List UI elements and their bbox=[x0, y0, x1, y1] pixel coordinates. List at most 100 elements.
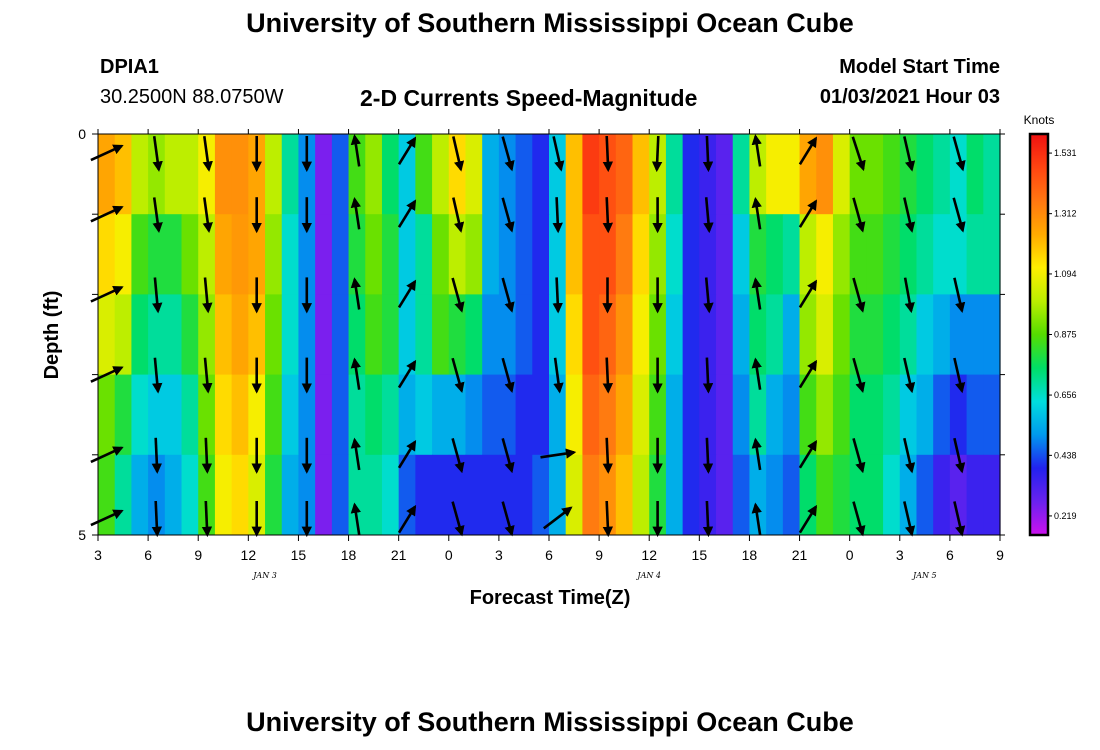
heatmap-cell bbox=[381, 294, 400, 375]
heatmap-cell bbox=[482, 294, 500, 375]
heatmap-cell bbox=[682, 454, 700, 536]
current-vector-arrow bbox=[451, 357, 465, 394]
heatmap-cell bbox=[114, 134, 132, 215]
heatmap-cell bbox=[933, 214, 951, 295]
heatmap-cell bbox=[432, 134, 450, 215]
heatmap-cell bbox=[549, 374, 567, 456]
current-vector-arrow bbox=[90, 509, 124, 527]
x-tick-label: 12 bbox=[241, 547, 257, 563]
station-coordinates: 30.2500N 88.0750W bbox=[100, 86, 284, 108]
current-vector-arrow bbox=[397, 440, 417, 469]
heatmap-cell bbox=[415, 214, 433, 295]
current-vector-arrow bbox=[350, 277, 361, 310]
heatmap-cell bbox=[515, 134, 533, 215]
current-vector-arrow bbox=[952, 136, 966, 172]
heatmap-cell bbox=[398, 134, 416, 215]
current-vector-arrow bbox=[602, 357, 614, 394]
current-vector-arrow bbox=[953, 277, 966, 314]
heatmap-cell bbox=[348, 294, 366, 375]
current-vector-arrow bbox=[798, 199, 818, 228]
current-vector-arrow bbox=[552, 277, 563, 314]
heatmap-cell bbox=[315, 214, 333, 295]
heatmap-cell bbox=[214, 294, 233, 375]
heatmap-cell bbox=[315, 374, 333, 456]
current-vector-arrow bbox=[903, 136, 916, 172]
heatmap-cell bbox=[899, 214, 918, 295]
heatmap-cell bbox=[849, 294, 867, 375]
heatmap-cell bbox=[615, 294, 634, 375]
heatmap-cell bbox=[131, 454, 149, 536]
heatmap-cell bbox=[532, 214, 550, 295]
current-vector-arrow bbox=[90, 366, 124, 383]
heatmap-cell bbox=[348, 134, 366, 215]
heatmap-cell bbox=[365, 374, 383, 456]
current-vector-arrow bbox=[798, 136, 818, 165]
colorbar-tick-label: 0.438 bbox=[1054, 450, 1077, 460]
current-vector-arrow bbox=[397, 279, 417, 309]
heatmap-cell bbox=[665, 454, 684, 536]
heatmap-cell bbox=[615, 214, 634, 295]
x-tick-label: 0 bbox=[846, 547, 854, 563]
date-label: JAN 5 bbox=[911, 571, 937, 580]
heatmap-cell bbox=[582, 294, 600, 375]
current-vector-arrow bbox=[202, 136, 213, 172]
x-tick-label: 6 bbox=[946, 547, 954, 563]
current-vector-arrow bbox=[751, 277, 762, 310]
heatmap-cell bbox=[632, 214, 650, 295]
heatmap-cell bbox=[482, 134, 500, 215]
heatmap-cell bbox=[331, 214, 350, 295]
heatmap-cell bbox=[749, 214, 767, 295]
heatmap-cell bbox=[331, 134, 350, 215]
heatmap-cell bbox=[649, 134, 667, 215]
current-vector-arrow bbox=[903, 197, 916, 233]
current-vector-arrow bbox=[751, 437, 762, 471]
heatmap-cell bbox=[515, 214, 533, 295]
colorbar-gradient bbox=[1028, 132, 1050, 537]
heatmap-cell bbox=[832, 454, 851, 536]
heatmap-cell bbox=[415, 294, 433, 375]
current-vector-arrow bbox=[452, 197, 465, 233]
heatmap-cell bbox=[448, 454, 467, 536]
current-vector-arrow bbox=[702, 357, 714, 394]
heatmap-cell bbox=[365, 214, 383, 295]
heatmap-cell bbox=[348, 214, 366, 295]
heatmap-cell bbox=[398, 454, 416, 536]
heatmap-cell bbox=[298, 294, 316, 375]
heatmap-cell bbox=[832, 214, 851, 295]
heatmap-cell bbox=[98, 454, 116, 536]
current-vector-arrow bbox=[602, 197, 614, 234]
heatmap-cell bbox=[181, 454, 199, 536]
heatmap-cell bbox=[331, 294, 350, 375]
current-vector-arrow bbox=[852, 197, 866, 233]
heatmap-cell bbox=[148, 294, 166, 375]
heatmap-cell bbox=[966, 134, 984, 215]
heatmap-cell bbox=[983, 374, 1001, 456]
heatmap-cell bbox=[866, 134, 884, 215]
heatmap-cell bbox=[131, 374, 149, 456]
current-vector-arrow bbox=[90, 286, 124, 303]
heatmap-cell bbox=[816, 374, 834, 456]
heatmap-cell bbox=[198, 134, 216, 215]
colorbar-tick-label: 1.531 bbox=[1054, 148, 1077, 158]
heatmap-cell bbox=[315, 294, 333, 375]
heatmap-cell bbox=[415, 454, 433, 536]
heatmap-cell bbox=[482, 374, 500, 456]
heatmap-cell bbox=[782, 294, 801, 375]
heatmap-cell bbox=[565, 134, 583, 215]
heatmap-cell bbox=[381, 134, 400, 215]
heatmap-cell bbox=[699, 294, 717, 375]
current-vector-arrow bbox=[501, 136, 515, 172]
heatmap-cell bbox=[398, 374, 416, 456]
heatmap-cell bbox=[883, 454, 901, 536]
heatmap-cell bbox=[248, 294, 266, 375]
current-vector-arrow bbox=[798, 359, 818, 389]
heatmap-cell bbox=[565, 454, 583, 536]
current-vector-arrow bbox=[798, 440, 818, 469]
heatmap-cell bbox=[98, 294, 116, 375]
heatmap-cell bbox=[181, 134, 199, 215]
heatmap-cell bbox=[549, 214, 567, 295]
current-vector-arrow bbox=[540, 448, 577, 459]
x-tick-label: 6 bbox=[144, 547, 152, 563]
heatmap-cell bbox=[883, 374, 901, 456]
